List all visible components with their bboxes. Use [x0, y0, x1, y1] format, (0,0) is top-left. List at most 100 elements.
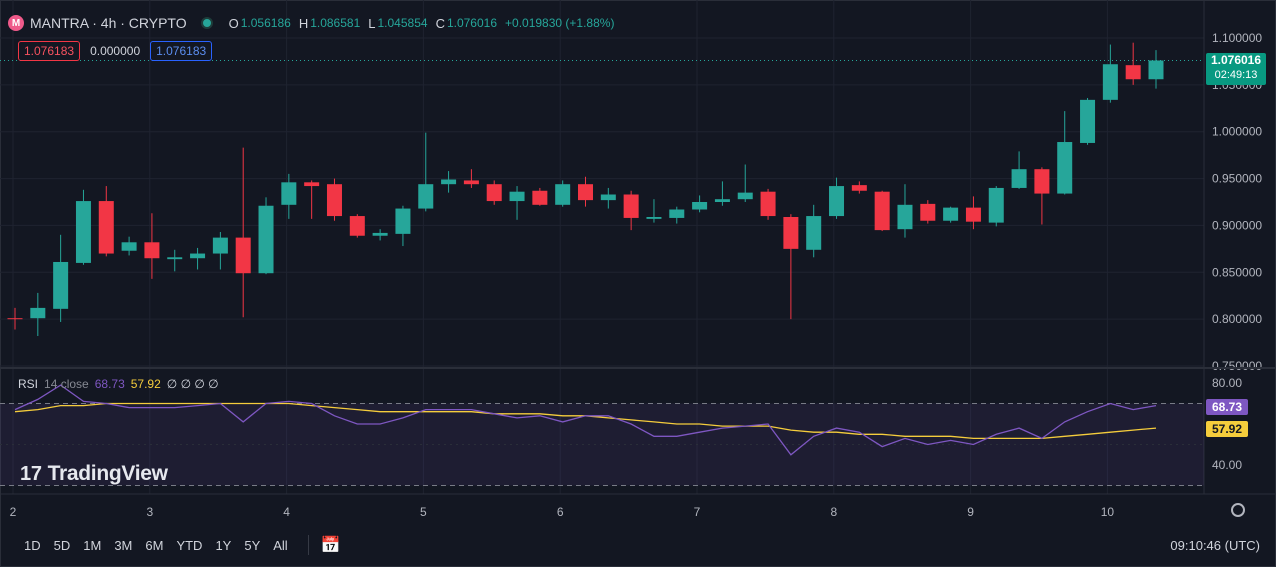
- candle-body: [167, 257, 183, 260]
- x-tick-label: 9: [967, 505, 974, 519]
- rsi-y-tick-label: 40.00: [1212, 458, 1242, 472]
- rsi-ma-legend-value: 57.92: [130, 377, 161, 391]
- candle: [1057, 111, 1073, 195]
- rsi-line: [14, 384, 1157, 456]
- ohlc-value: 1.045854: [377, 16, 428, 30]
- candle-body: [53, 261, 69, 309]
- timeframe-1m-button[interactable]: 1M: [83, 537, 102, 553]
- timeframe-ytd-button[interactable]: YTD: [176, 537, 203, 553]
- x-tick-label: 10: [1101, 505, 1115, 519]
- x-tick-label: 3: [146, 505, 153, 519]
- rsi-legend-value: 68.73: [94, 377, 125, 391]
- candle: [851, 181, 867, 194]
- y-tick-label: 1.000000: [1212, 125, 1262, 139]
- timeframe-3m-button[interactable]: 3M: [114, 537, 133, 553]
- candle: [121, 236, 137, 256]
- sell-price-badge[interactable]: 1.076183: [18, 41, 81, 61]
- candle-body: [235, 237, 251, 274]
- candle: [669, 206, 685, 224]
- candle: [532, 187, 548, 206]
- candle: [98, 186, 114, 257]
- candle: [897, 184, 913, 238]
- candle: [920, 200, 936, 224]
- candle: [418, 132, 434, 212]
- candle: [760, 188, 776, 220]
- candle-body: [874, 191, 890, 231]
- candle-body: [646, 216, 662, 219]
- candle: [486, 180, 502, 205]
- candle: [326, 178, 342, 221]
- candle-body: [600, 194, 616, 201]
- candle: [441, 171, 457, 193]
- candle-body: [1080, 99, 1096, 143]
- y-tick-label: 0.950000: [1212, 172, 1262, 186]
- timeframe-6m-button[interactable]: 6M: [145, 537, 164, 553]
- bid-ask-badges: 1.076183 0.000000 1.076183: [18, 41, 213, 61]
- candle: [714, 181, 730, 206]
- timeframe-1y-button[interactable]: 1Y: [215, 537, 232, 553]
- y-tick-label: 0.900000: [1212, 218, 1262, 232]
- candle: [53, 234, 69, 322]
- timeframe-5d-button[interactable]: 5D: [53, 537, 71, 553]
- candle-body: [395, 208, 411, 234]
- symbol-title[interactable]: MANTRA · 4h · CRYPTO: [30, 15, 187, 31]
- rsi-value-label: 68.73: [1206, 399, 1248, 415]
- settings-gear-icon[interactable]: [1231, 503, 1245, 517]
- candle: [623, 190, 639, 231]
- candle-body: [1034, 169, 1050, 194]
- candle: [30, 292, 46, 337]
- rsi-y-tick-label: 80.00: [1212, 376, 1242, 390]
- timeframe-1d-button[interactable]: 1D: [24, 537, 41, 553]
- x-tick-label: 2: [10, 505, 17, 519]
- buy-price-badge[interactable]: 1.076183: [150, 41, 213, 61]
- candle: [806, 204, 822, 258]
- ohlc-label: H: [298, 15, 309, 31]
- candle-body: [30, 307, 46, 319]
- x-tick-label: 8: [830, 505, 837, 519]
- utc-clock[interactable]: 09:10:46 (UTC): [1170, 537, 1260, 553]
- candle-body: [98, 201, 114, 254]
- rsi-legend[interactable]: RSI 14 close 68.73 57.92 ∅ ∅ ∅ ∅: [18, 377, 219, 391]
- timeframe-5y-button[interactable]: 5Y: [244, 537, 261, 553]
- candle-body: [281, 182, 297, 205]
- candle-body: [1125, 65, 1141, 80]
- candle: [144, 213, 160, 279]
- market-status-icon[interactable]: [200, 17, 213, 29]
- candle-body: [920, 203, 936, 221]
- candle-body: [965, 207, 981, 222]
- candle-body: [532, 190, 548, 205]
- candle-body: [988, 187, 1004, 223]
- candle: [235, 147, 251, 318]
- candle-body: [760, 191, 776, 217]
- ohlc-label: O: [228, 15, 239, 31]
- candle-body: [144, 242, 160, 259]
- calendar-range-icon[interactable]: 📅: [307, 535, 341, 555]
- candle: [281, 173, 297, 219]
- rsi-name: RSI: [18, 377, 39, 391]
- candle: [258, 197, 274, 275]
- ohlc-value: +0.019830 (+1.88%): [505, 16, 615, 30]
- candle: [578, 176, 593, 207]
- candle: [1011, 151, 1027, 189]
- spread-value: 0.000000: [90, 44, 141, 58]
- bottom-toolbar: 1D 5D 1M 3M 6M YTD 1Y 5Y All 📅 09:10:46 (UTC): [0, 530, 1276, 560]
- candle: [190, 247, 206, 270]
- rsi-settings: 14 close: [44, 377, 89, 391]
- timeframe-all-button[interactable]: All: [273, 537, 288, 553]
- bar-countdown: 02:49:13: [1214, 69, 1258, 81]
- last-price-label: 1.076016 02:49:13: [1206, 53, 1266, 85]
- candle-body: [783, 216, 799, 249]
- tradingview-wordmark: TradingView: [47, 462, 168, 485]
- candle-body: [851, 185, 867, 191]
- candle: [7, 307, 23, 330]
- candle: [965, 196, 981, 230]
- candle: [1102, 44, 1118, 103]
- candle: [783, 214, 799, 320]
- candle-body: [326, 184, 342, 217]
- ohlc-label: C: [435, 15, 445, 31]
- candle: [943, 206, 959, 223]
- candle-body: [349, 216, 365, 236]
- candle-body: [486, 184, 502, 202]
